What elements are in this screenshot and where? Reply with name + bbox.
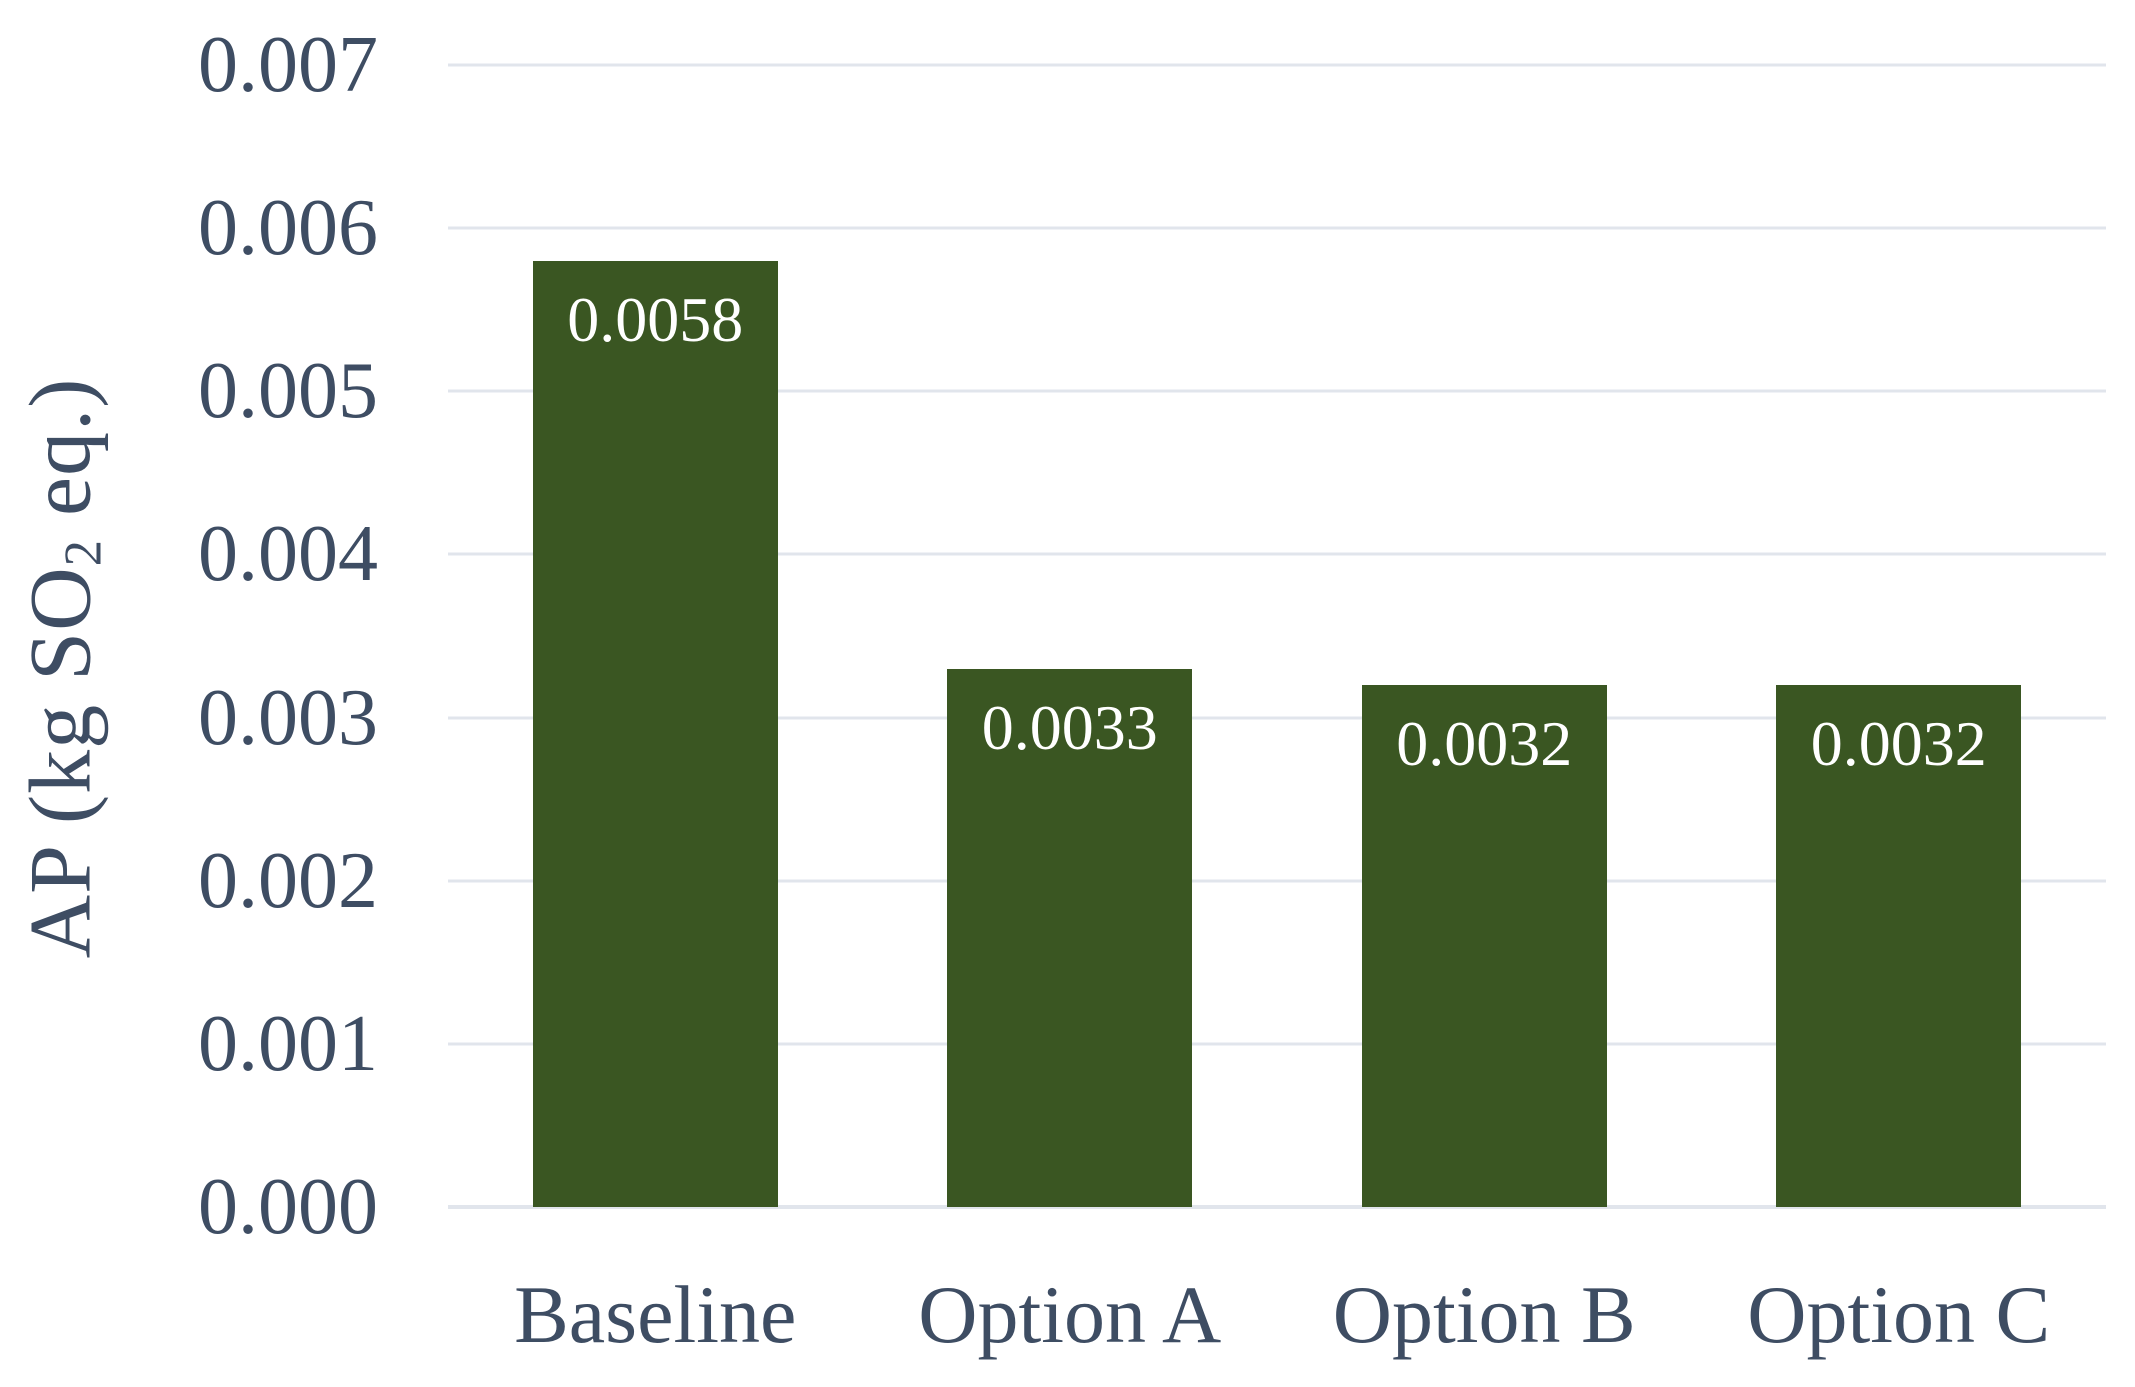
gridline [448,389,2106,393]
y-axis-tick-labels: 0.000 0.001 0.002 0.003 0.004 0.005 0.006 0.007 [0,25,378,1247]
bar-value-label: 0.0033 [981,691,1158,763]
y-tick-label: 0.007 [198,21,378,109]
x-category-label-baseline: Baseline [514,1269,797,1360]
gridline [448,879,2106,883]
x-axis-baseline [448,1205,2106,1209]
bar-value-label: 0.0058 [567,283,744,355]
gridline [448,1042,2106,1046]
y-tick-label: 0.005 [198,347,378,436]
x-category-label-option-c: Option C [1747,1269,2051,1360]
bar-baseline: 0.0058 [532,260,778,1207]
gridline [448,552,2106,556]
x-axis-labels: Baseline Option A Option B Option C [448,1268,2106,1362]
bar-option-b: 0.0032 [1361,684,1607,1207]
bar-value-label: 0.0032 [1396,707,1573,779]
x-category-label-option-b: Option B [1332,1269,1636,1360]
bar-option-a: 0.0033 [947,668,1193,1207]
y-tick-label: 0.004 [198,510,378,599]
plot-area: 0.0058 0.0033 0.0032 0.0032 [448,63,2106,1209]
y-tick-label: 0.000 [198,1163,378,1251]
y-tick-label: 0.006 [198,184,378,273]
y-tick-label: 0.003 [198,673,378,762]
bar-series: 0.0058 0.0033 0.0032 0.0032 [448,65,2106,1207]
bar-value-label: 0.0032 [1810,707,1987,779]
y-tick-label: 0.002 [198,836,378,925]
bar-option-c: 0.0032 [1776,684,2022,1207]
gridline [448,716,2106,720]
y-tick-label: 0.001 [198,999,378,1088]
gridline [448,63,2106,67]
gridline [448,226,2106,230]
x-category-label-option-a: Option A [918,1269,1222,1360]
